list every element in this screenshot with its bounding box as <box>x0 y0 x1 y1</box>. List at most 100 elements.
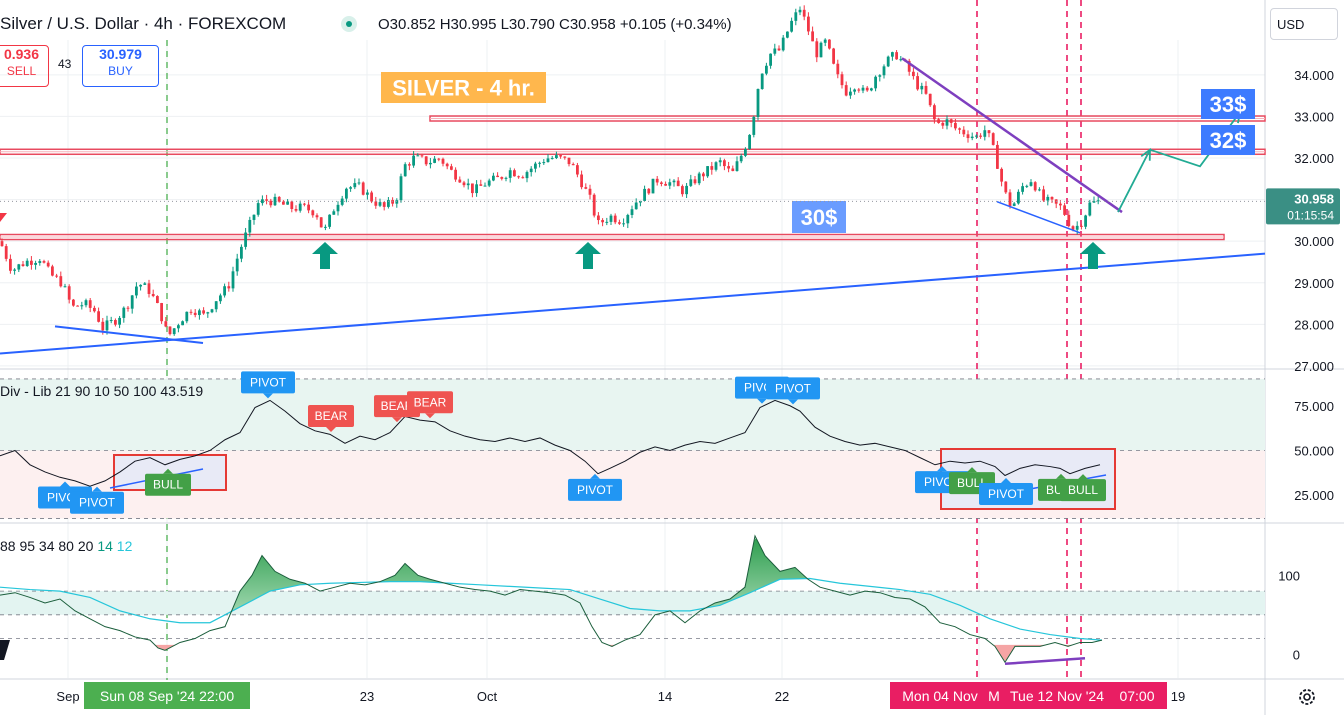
candle-body <box>130 295 134 309</box>
candle-body <box>101 321 105 331</box>
time-tick-2: Oct <box>477 689 498 704</box>
candle-body <box>336 204 340 212</box>
candle-body <box>517 176 520 178</box>
candle-body <box>672 180 676 183</box>
rsi-label-bg <box>308 404 354 427</box>
osc-band <box>0 591 1265 615</box>
candle-body <box>979 135 982 137</box>
candle-body <box>1042 189 1045 201</box>
osc-signal-line <box>0 577 1103 641</box>
candle-body <box>584 187 588 189</box>
candle-body <box>1038 189 1041 191</box>
red-arrow-marker <box>0 213 7 222</box>
candle-body <box>853 89 856 92</box>
candle-body <box>59 276 63 287</box>
candle-body <box>303 203 306 205</box>
candle-body <box>546 158 550 163</box>
candle-body <box>723 160 726 167</box>
countdown-timer: 01:15:54 <box>1287 208 1334 222</box>
candle-body <box>324 226 327 228</box>
candle-body <box>345 188 348 199</box>
rsi-label-bear-4: BEAR <box>308 404 354 432</box>
candle-body <box>462 182 466 186</box>
sell-button[interactable]: 0.936 SELL <box>0 45 49 87</box>
level-30-label-bg <box>792 201 846 233</box>
candle-body <box>769 53 772 66</box>
candle-body <box>30 260 33 265</box>
candle-body <box>836 63 840 75</box>
level-32-label: 32$ <box>1210 128 1247 153</box>
rsi-label-text: PIVOT <box>775 381 812 395</box>
rsi-label-text: BEAR <box>414 395 447 409</box>
candle-body <box>433 158 436 163</box>
candle-body <box>1029 182 1033 186</box>
candle-body <box>286 201 289 205</box>
candle-body <box>189 311 193 313</box>
settings-gear-icon[interactable] <box>1296 686 1318 708</box>
candle-body <box>1075 225 1079 230</box>
candle-body <box>25 260 29 266</box>
candle-body <box>88 300 92 308</box>
candle-body <box>907 60 911 72</box>
candle-body <box>391 200 394 204</box>
time-tick-0: Sep <box>56 689 79 704</box>
candle-body <box>807 16 810 32</box>
candle-body <box>332 211 336 215</box>
time-highlight-green: Sun 08 Sep '24 22:00 <box>100 688 234 704</box>
up-arrow-marker-0 <box>312 242 338 269</box>
osc-tick-0: 0 <box>1293 647 1300 662</box>
candle-body <box>1080 225 1083 227</box>
candle-body <box>424 156 428 165</box>
candle-body <box>382 202 386 207</box>
currency-select[interactable]: USD <box>1270 8 1338 40</box>
time-highlight-red-2: Tue 12 Nov '24 <box>1010 688 1104 704</box>
candle-body <box>458 179 462 183</box>
candle-body <box>874 76 877 89</box>
candle-body <box>781 37 785 51</box>
candle-body <box>920 85 924 90</box>
time-tick-4: 22 <box>775 689 789 704</box>
candle-body <box>1096 200 1100 202</box>
rsi-label-pointer <box>757 398 767 404</box>
candle-body <box>1012 203 1016 206</box>
spread-value: 43 <box>58 57 72 71</box>
rsi-label-pointer <box>1056 473 1066 479</box>
candle-body <box>219 295 222 302</box>
candle-body <box>147 283 151 294</box>
buy-button[interactable]: 30.979 BUY <box>82 45 159 87</box>
candle-body <box>521 177 525 179</box>
candle-body <box>80 305 84 307</box>
candle-body <box>996 144 999 169</box>
candle-body <box>126 307 130 309</box>
candle-body <box>1046 196 1050 201</box>
candle-body <box>475 184 478 194</box>
candle-body <box>265 199 268 201</box>
symbol-title[interactable]: Silver / U.S. Dollar · 4h · FOREXCOM <box>0 14 287 33</box>
candle-body <box>420 155 424 157</box>
rsi-label-pointer <box>392 417 402 423</box>
candle-body <box>798 9 802 13</box>
candle-body <box>760 73 764 89</box>
candle-body <box>378 202 382 206</box>
candle-body <box>172 328 176 335</box>
candle-body <box>290 201 294 209</box>
rsi-label-pointer <box>263 393 273 399</box>
rsi-label-pivot-12: PIVOT <box>979 478 1033 506</box>
candle-body <box>966 134 970 139</box>
candle-body <box>970 136 974 139</box>
candle-body <box>592 194 596 216</box>
candle-body <box>492 175 495 181</box>
candle-body <box>1088 202 1092 216</box>
rsi-label-pointer <box>788 399 798 405</box>
candle-body <box>235 258 239 272</box>
candle-body <box>269 200 273 206</box>
candle-body <box>143 283 147 285</box>
candle-body <box>34 262 37 265</box>
candle-body <box>454 169 457 180</box>
candle-body <box>660 182 663 184</box>
candle-body <box>685 185 688 195</box>
candle-body <box>567 157 571 165</box>
candle-body <box>954 122 957 129</box>
